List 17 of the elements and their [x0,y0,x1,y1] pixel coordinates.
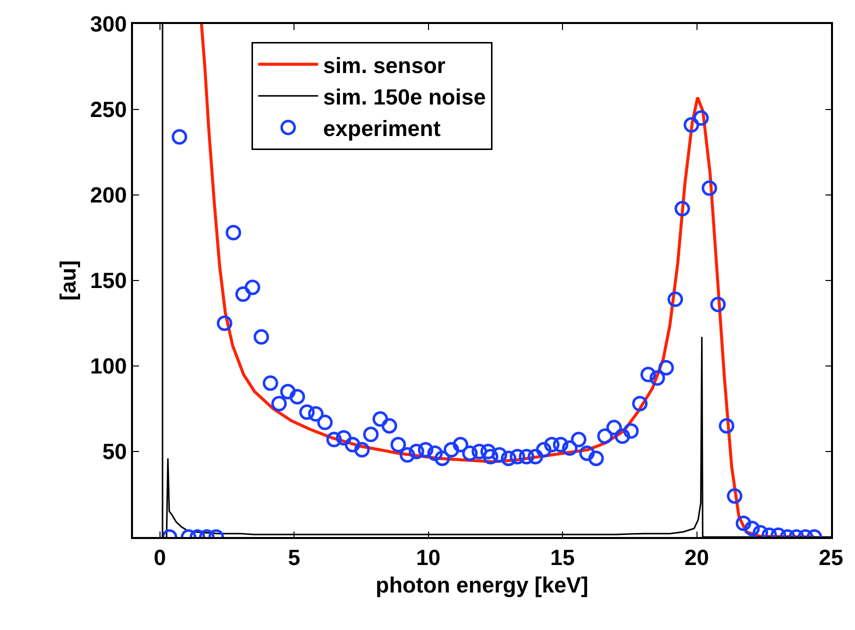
x-tick-label: 25 [818,545,844,570]
y-tick-label: 150 [90,268,127,294]
y-axis-title: [au] [55,260,80,301]
y-tick-label: 300 [90,12,127,37]
x-axis-title: photon energy [keV] [376,572,588,598]
legend-label: sim. 150e noise [323,84,486,110]
y-tick-label: 50 [102,439,127,464]
y-tick-label: 250 [90,97,127,122]
legend-label: experiment [323,116,442,142]
x-tick-label: 10 [416,545,441,570]
legend-label: sim. sensor [323,52,446,78]
x-tick-label: 0 [154,545,166,570]
y-tick-label: 100 [90,354,127,379]
x-tick-label: 20 [684,545,710,570]
y-tick-label: 200 [90,182,127,208]
x-tick-label: 5 [288,545,300,570]
x-tick-label: 15 [550,545,575,570]
